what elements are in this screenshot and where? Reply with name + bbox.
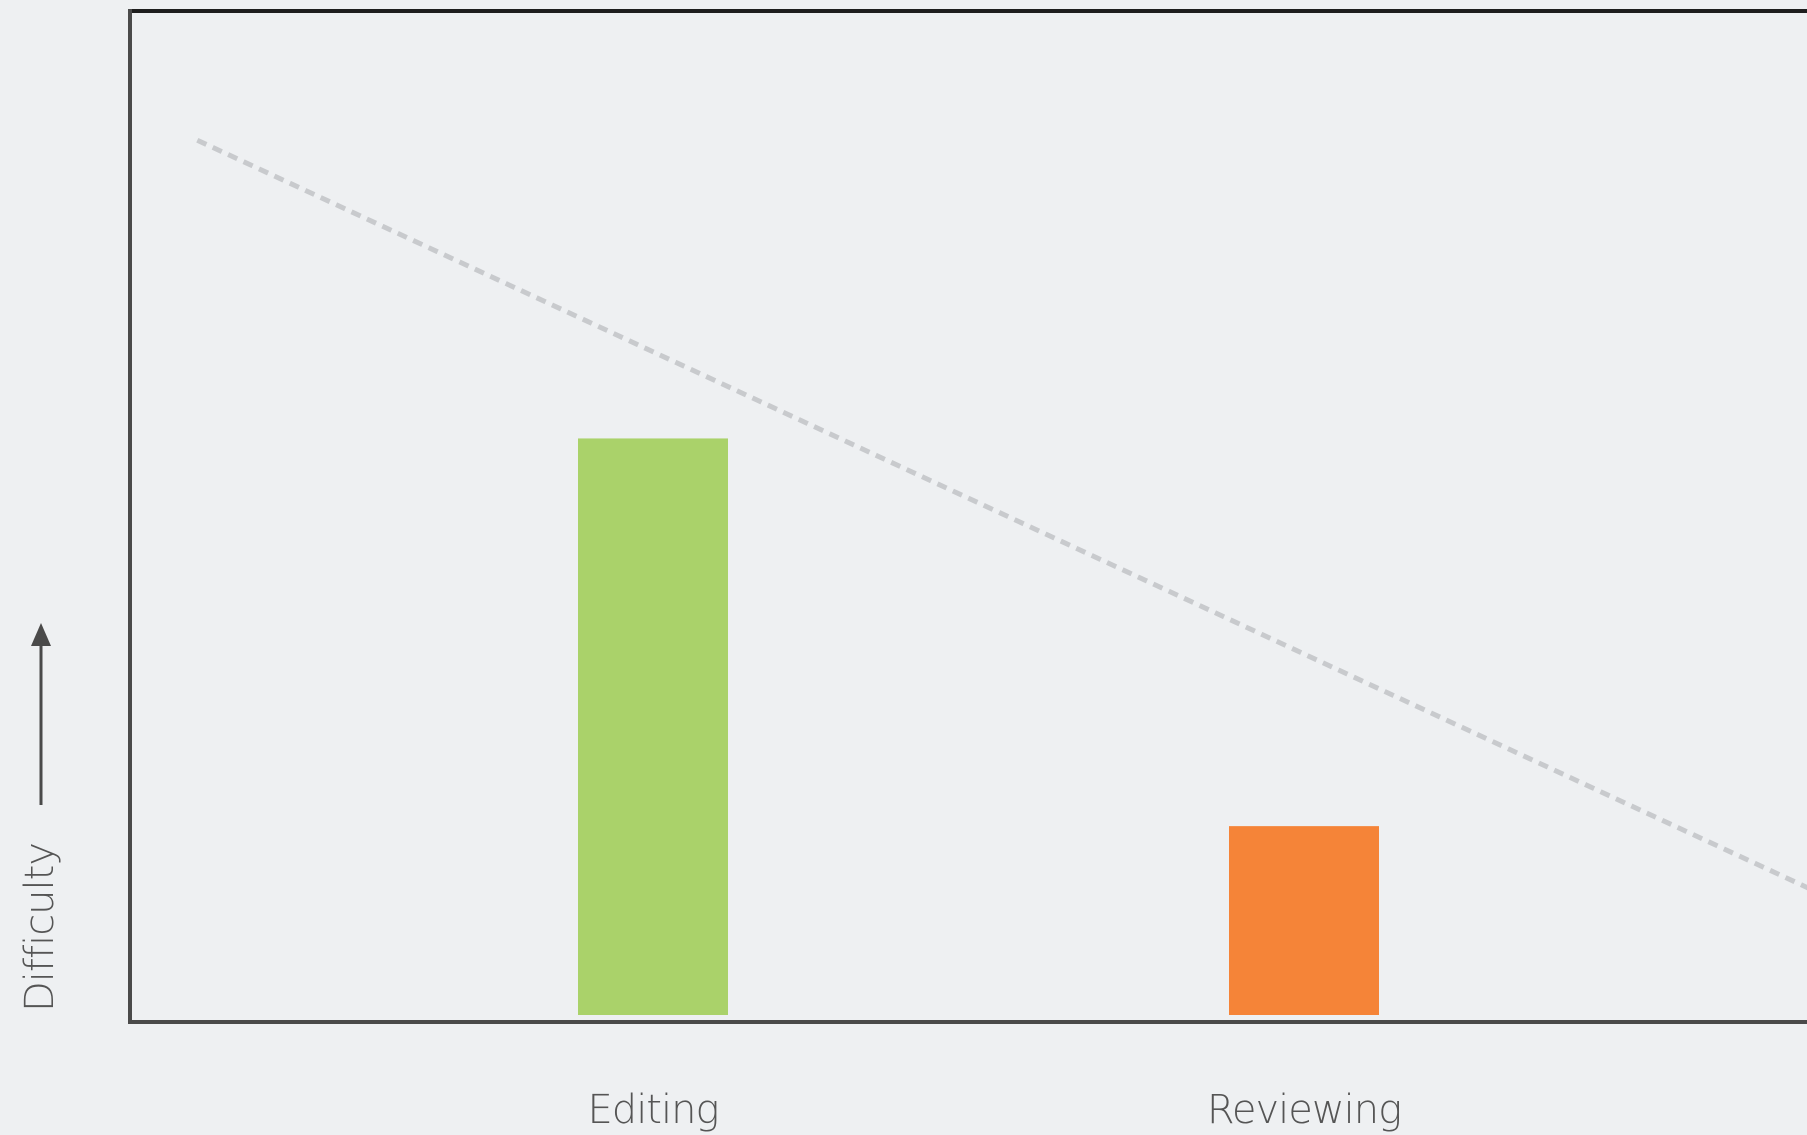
up-arrow-icon bbox=[31, 623, 51, 646]
bar-editing bbox=[578, 438, 728, 1015]
x-tick-label-editing: Editing bbox=[588, 1087, 719, 1133]
y-axis-label: Difficulty bbox=[17, 843, 63, 1012]
x-tick-labels: Editing Reviewing bbox=[588, 1087, 1403, 1133]
y-axis-label-group: Difficulty bbox=[17, 623, 63, 1012]
trend-line bbox=[196, 137, 1807, 891]
x-tick-label-reviewing: Reviewing bbox=[1207, 1087, 1401, 1133]
bar-reviewing bbox=[1229, 826, 1379, 1015]
bars-group bbox=[578, 438, 1379, 1015]
trendline-group bbox=[196, 137, 1807, 891]
